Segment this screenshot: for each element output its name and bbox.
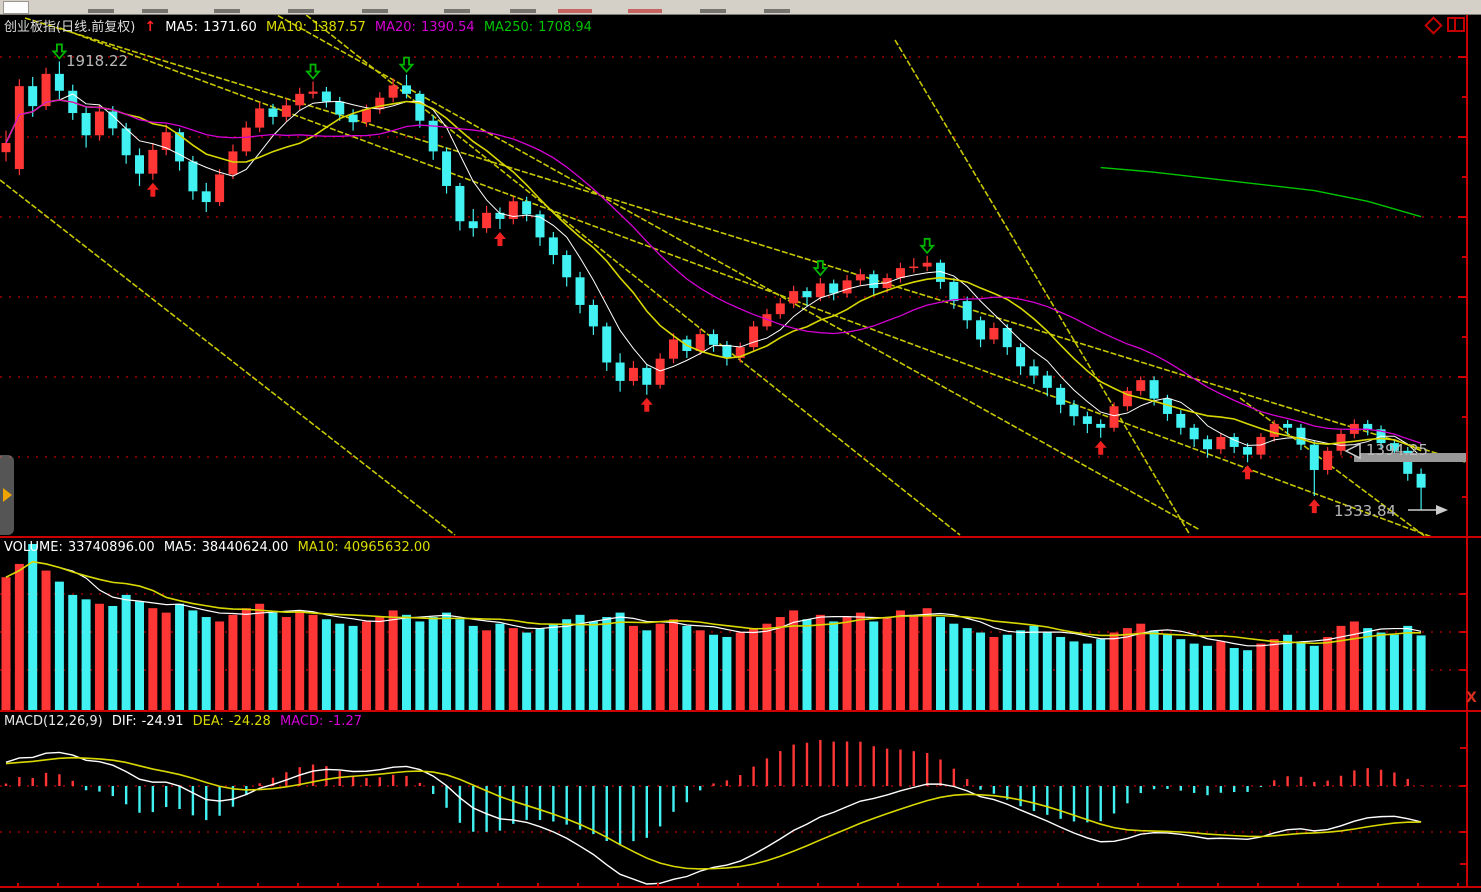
menubar-item-truncated[interactable] [288,9,314,13]
volume-value: 33740896.00 [67,540,155,555]
price-pane-header: 创业板指(日线.前复权) ↑ MA5: 1371.60 MA10: 1387.57 … [4,16,597,35]
sidebar-flyout-handle[interactable] [0,455,14,535]
dif-label: DIF: [111,714,137,729]
ma5-label: MA5: [165,20,199,35]
menu-logo-icon[interactable] [3,1,29,14]
pane-close-icon[interactable]: X [1466,690,1477,706]
ma250-value: 1708.94 [538,20,592,35]
ma10-label: MA10: [265,20,307,35]
chart-annotations[interactable]: 1918.22 1394.25 1333.84 [66,52,1466,520]
macd-value: -1.27 [328,714,362,729]
menubar-item-truncated-red[interactable] [558,9,592,13]
ma20-label: MA20: [374,20,416,35]
menubar-item-truncated[interactable] [88,9,114,13]
vol-ma5-label: MA5: [163,540,197,555]
expand-arrow-icon [3,488,12,502]
vol-ma10-label: MA10: [297,540,339,555]
menubar-item-truncated-red[interactable] [628,9,662,13]
menubar-item-truncated[interactable] [142,9,168,13]
ma5-value: 1371.60 [203,20,257,35]
high-price-label: 1918.22 [66,52,128,70]
gray-price-bar[interactable] [1354,453,1466,462]
dea-label: DEA: [192,714,224,729]
chart-canvas[interactable]: 1918.22 1394.25 1333.84 [0,14,1481,892]
vol-ma10-value: 40965632.00 [343,540,431,555]
menubar-item-truncated[interactable] [764,9,790,13]
vol-ma5-value: 38440624.00 [201,540,289,555]
volume-pane-header: VOLUME: 33740896.00 MA5: 38440624.00 MA10:… [4,540,435,555]
dea-value: -24.28 [228,714,271,729]
ma10-value: 1387.57 [312,20,366,35]
macd-label: MACD: [279,714,324,729]
ma250-label: MA250: [483,20,534,35]
menubar-item-truncated[interactable] [700,9,726,13]
right-arrow-icon [1436,505,1448,515]
chart-title: 创业板指(日线.前复权) [4,20,136,35]
menubar[interactable] [0,0,1481,15]
left-arrow-icon [1344,442,1361,460]
menubar-item-truncated[interactable] [362,9,388,13]
dif-value: -24.91 [141,714,184,729]
volume-label: VOLUME: [4,540,63,555]
menubar-item-truncated[interactable] [214,9,240,13]
macd-title: MACD(12,26,9) [4,714,103,729]
ma20-value: 1390.54 [420,20,475,35]
menubar-item-truncated[interactable] [510,9,536,13]
trend-up-icon: ↑ [144,19,157,35]
menubar-item-truncated[interactable] [444,9,470,13]
low-price-label: 1333.84 [1334,502,1396,520]
price-line-label: 1394.25 [1366,441,1428,459]
macd-pane-header: MACD(12,26,9) DIF: -24.91 DEA: -24.28 MACD… [4,714,367,729]
split-window-icon[interactable] [1447,17,1465,32]
